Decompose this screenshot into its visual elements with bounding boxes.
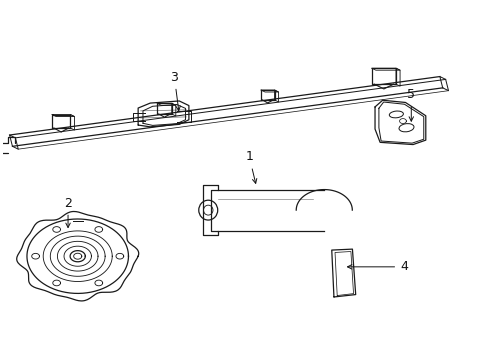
Text: 4: 4 — [347, 260, 407, 273]
Text: 3: 3 — [170, 71, 180, 111]
Text: 1: 1 — [245, 150, 256, 183]
Text: 5: 5 — [407, 89, 414, 121]
Text: 2: 2 — [64, 197, 72, 228]
